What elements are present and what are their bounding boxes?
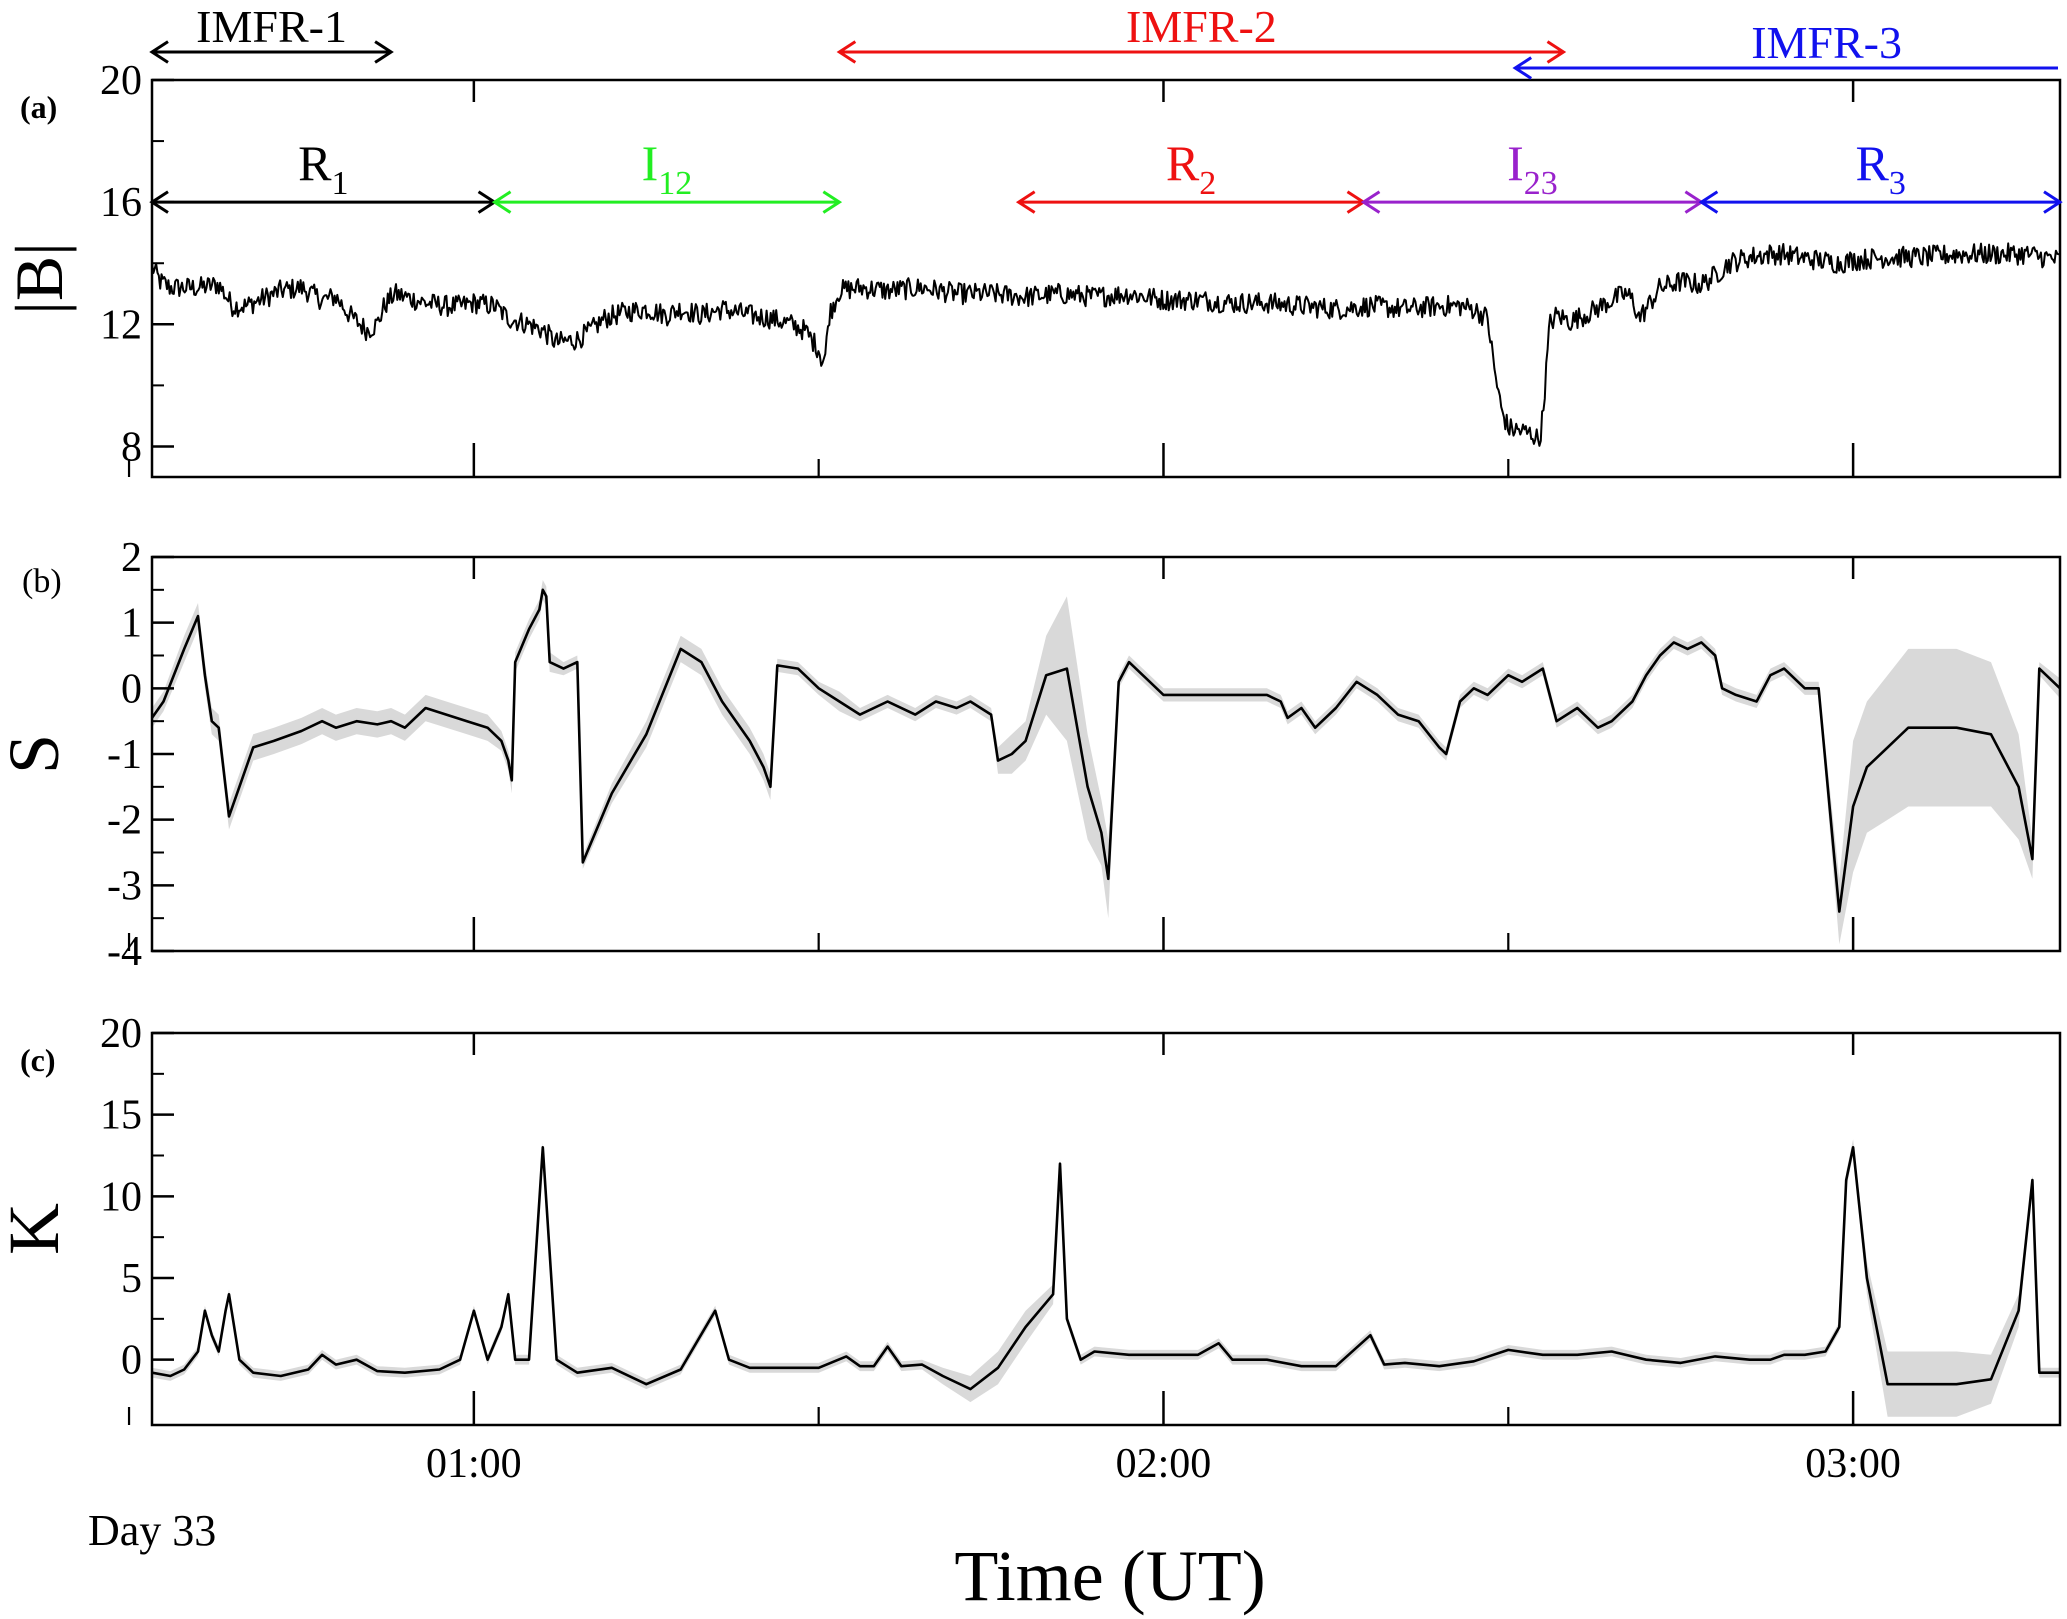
y-tick-label: 20 [100, 58, 142, 104]
y-tick-label: 5 [121, 1256, 142, 1302]
interval-label: R1 [298, 135, 348, 202]
plot-frame [150, 1031, 2062, 1427]
interval-label-sub: 12 [658, 165, 692, 202]
y-axis-label: K [0, 1203, 74, 1255]
series-group [152, 1139, 2060, 1417]
imfr-annotation: IMFR-1 [149, 1, 394, 64]
panel-label: (c) [20, 1042, 56, 1078]
arrow-head-left [491, 190, 512, 214]
arrow-head-right [822, 190, 843, 214]
arrow-head-left [149, 190, 169, 214]
y-tick-label: 16 [100, 180, 142, 226]
interval-label-main: I [642, 135, 659, 191]
interval-r2: R2 [1015, 135, 1367, 214]
arrow-head-left [1360, 190, 1381, 214]
interval-i23: I23 [1360, 135, 1705, 214]
x-tick-label: 03:00 [1805, 1441, 1901, 1487]
y-axis-label: |B| [1, 242, 77, 315]
y-axis-label: S [0, 734, 74, 774]
series-line-b-magnitude [152, 242, 2060, 447]
panel-label: (a) [20, 89, 57, 125]
y-tick-label: 8 [121, 424, 142, 470]
imfr-annotation: IMFR-2 [836, 1, 1567, 64]
panel-label: (b) [22, 563, 62, 600]
y-tick-label: -4 [107, 929, 142, 975]
y-tick-label: 1 [121, 601, 142, 647]
interval-label-sub: 23 [1524, 165, 1558, 202]
panel-c: 0 5 10 15 20 01:00 02:00 03:00 K (c) [0, 1011, 2062, 1487]
arrow-head-right [374, 40, 394, 64]
interval-label-main: I [1507, 135, 1524, 191]
panel-b: -4 -3 -2 -1 0 1 2 S (b) [0, 535, 2062, 975]
series-group [152, 242, 2060, 447]
y-tick-label: -1 [107, 732, 142, 778]
y-tick-label: -2 [107, 798, 142, 844]
x-tick-label: 02:00 [1116, 1441, 1212, 1487]
y-tick-label: 10 [100, 1174, 142, 1220]
imfr-label: IMFR-1 [196, 1, 347, 52]
arrow-head-left [1512, 56, 1533, 80]
interval-label: I12 [642, 135, 693, 202]
interval-r3: R3 [1698, 135, 2063, 214]
series-line-s [152, 588, 2060, 913]
day-label: Day 33 [88, 1506, 216, 1555]
x-tick-label: 01:00 [426, 1441, 522, 1487]
arrow-head-left [1015, 190, 1036, 214]
interval-label-main: R [298, 135, 332, 191]
interval-label-main: R [1166, 135, 1200, 191]
plot-frame [150, 78, 2062, 479]
y-tick-label: 2 [121, 535, 142, 581]
uncertainty-band [152, 580, 2060, 945]
uncertainty-band [152, 1139, 2060, 1417]
arrow-head-left [1698, 190, 1719, 214]
y-tick-label: 20 [100, 1011, 142, 1057]
imfr-annotation: IMFR-3 [1512, 17, 2058, 80]
interval-label-sub: 2 [1199, 165, 1216, 202]
interval-label: R3 [1856, 135, 1906, 202]
imfr-label: IMFR-3 [1751, 17, 1902, 68]
arrow-head-right [1546, 40, 1567, 64]
series-line-k [152, 1146, 2060, 1391]
y-tick-label: -3 [107, 863, 142, 909]
interval-label-main: R [1856, 135, 1890, 191]
x-axis-label: Time (UT) [954, 1536, 1265, 1616]
interval-label: I23 [1507, 135, 1558, 202]
arrow-head-left [836, 40, 857, 64]
arrow-head-left [149, 40, 169, 64]
series-group [152, 580, 2060, 945]
interval-label: R2 [1166, 135, 1216, 202]
interval-r1: R1 [149, 135, 498, 214]
y-tick-label: 12 [100, 302, 142, 348]
imfr-label: IMFR-2 [1126, 1, 1277, 52]
interval-label-sub: 1 [331, 165, 348, 202]
y-tick-label: 0 [121, 1338, 142, 1384]
interval-i12: I12 [491, 135, 843, 214]
arrow-head-right [2043, 190, 2063, 214]
y-tick-label: 0 [121, 666, 142, 712]
interval-label-sub: 3 [1889, 165, 1906, 202]
y-tick-label: 15 [100, 1093, 142, 1139]
